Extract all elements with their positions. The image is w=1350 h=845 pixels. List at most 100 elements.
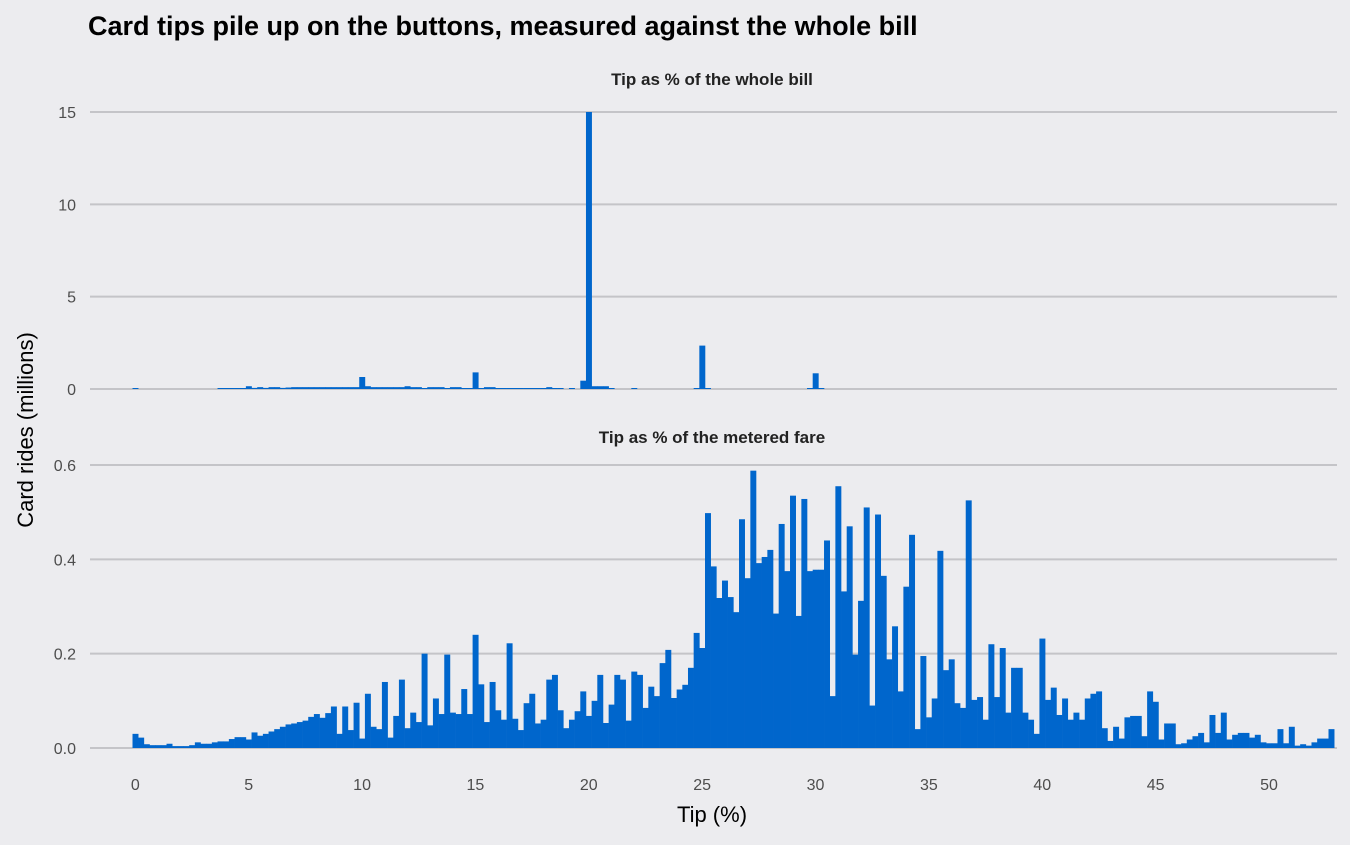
bar (291, 387, 298, 389)
x-tick-label: 40 (1033, 777, 1051, 794)
bar (1249, 737, 1256, 748)
bar (960, 707, 967, 748)
bar (546, 679, 553, 748)
bar (597, 386, 604, 389)
bar (835, 486, 842, 748)
bar (699, 648, 706, 748)
bar (801, 498, 808, 748)
bar (285, 724, 292, 748)
bar (699, 345, 706, 389)
bar (432, 387, 439, 389)
bar (421, 388, 428, 389)
bar (1050, 687, 1057, 748)
bar (818, 569, 825, 748)
bar (466, 388, 473, 389)
bar (1317, 738, 1324, 748)
bar (1011, 667, 1018, 748)
bar (495, 388, 502, 389)
bar (500, 388, 507, 389)
bar (1220, 712, 1227, 749)
bar (534, 723, 541, 748)
bar (223, 741, 230, 748)
bar (483, 722, 490, 748)
x-tick-label: 0 (131, 777, 140, 794)
bar (642, 707, 649, 748)
bar (529, 693, 536, 748)
bar (376, 387, 383, 389)
bar (449, 712, 456, 749)
bar (767, 549, 774, 748)
chart-title: Card tips pile up on the buttons, measur… (88, 11, 918, 41)
bar (172, 746, 179, 748)
bar (455, 714, 462, 748)
bar (1283, 743, 1290, 748)
bar (1311, 742, 1318, 748)
bar (177, 746, 184, 748)
bar (1022, 712, 1029, 749)
bar (585, 715, 592, 748)
bar (240, 388, 247, 389)
bar (410, 387, 417, 389)
bar (773, 613, 779, 748)
y-tick-label: 0.4 (54, 552, 76, 569)
bar (302, 387, 309, 389)
bar (631, 671, 638, 748)
bar (903, 586, 910, 748)
bar (1164, 723, 1171, 748)
bar (228, 388, 235, 389)
bar (591, 700, 598, 748)
bar (387, 737, 394, 748)
bar (914, 729, 921, 748)
bar (245, 739, 252, 748)
bar (795, 615, 802, 748)
bar (1181, 743, 1188, 748)
bar (608, 388, 615, 389)
y-axis-label: Card rides (millions) (13, 332, 38, 528)
bar (1169, 723, 1176, 748)
bar (257, 735, 264, 748)
bar (687, 667, 694, 748)
bar (189, 745, 196, 748)
bar (262, 733, 269, 748)
bar (1328, 729, 1335, 748)
bar (1101, 728, 1108, 748)
bar (415, 387, 422, 389)
y-tick-label: 10 (58, 197, 76, 214)
bar (546, 387, 553, 389)
bar (1277, 729, 1284, 748)
bar (478, 388, 485, 389)
bar (1266, 743, 1273, 748)
bar (750, 470, 757, 748)
bar (438, 714, 445, 748)
bar (308, 716, 315, 748)
y-tick-label: 15 (58, 105, 76, 122)
y-tick-label: 0 (67, 382, 76, 399)
bar (682, 684, 689, 748)
bar (523, 388, 530, 389)
bar (1113, 726, 1120, 748)
x-tick-label: 15 (467, 777, 485, 794)
bar (461, 388, 468, 389)
bar (410, 712, 417, 749)
ticks-layer: 0 5 10 15 0.0 0.2 0.4 0.6 0 5 10 15 20 25 30 35 40 45 50 (54, 105, 1278, 794)
bar (404, 728, 411, 748)
bar (370, 726, 377, 748)
bar (279, 387, 286, 389)
bar (500, 719, 507, 748)
panel-2-title: Tip as % of the metered fare (599, 428, 825, 447)
bar (155, 745, 162, 748)
bar (1062, 698, 1069, 748)
bar (336, 387, 343, 389)
bar (444, 388, 451, 389)
bar (472, 372, 479, 389)
bar (602, 723, 609, 748)
bar (211, 742, 218, 748)
bar (228, 739, 235, 748)
bar (937, 550, 944, 748)
bar (149, 745, 156, 748)
bar (693, 632, 700, 748)
bar (1288, 726, 1295, 748)
bar (739, 519, 745, 748)
bar (1124, 717, 1131, 748)
